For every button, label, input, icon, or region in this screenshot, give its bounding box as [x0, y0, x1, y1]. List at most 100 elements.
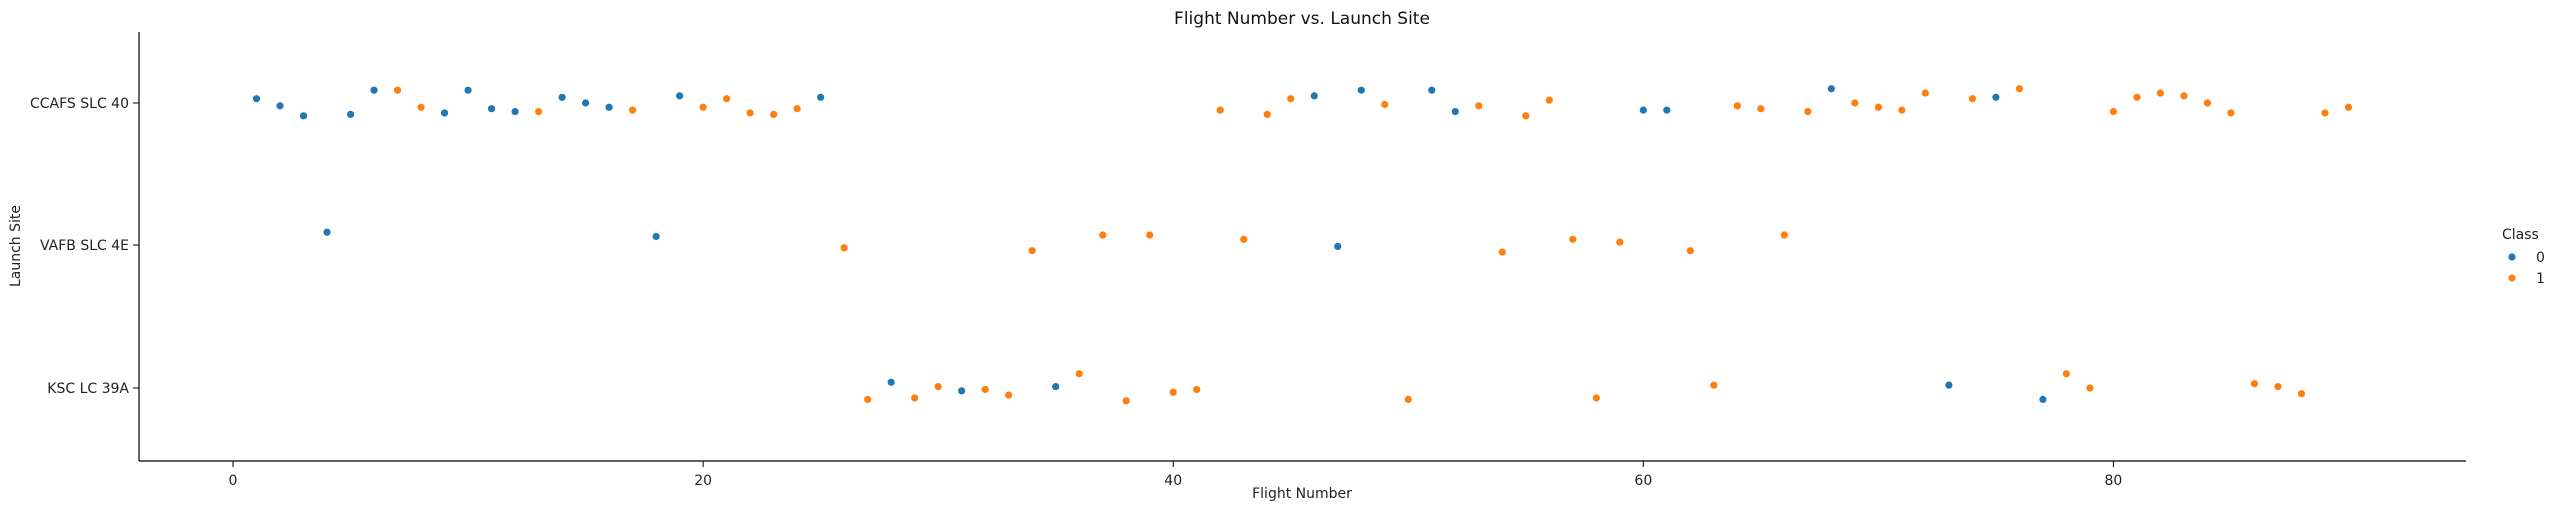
data-point [2133, 93, 2141, 101]
data-point [323, 228, 331, 236]
data-point [981, 385, 989, 394]
data-point [534, 107, 543, 116]
data-point [511, 107, 519, 116]
data-point [393, 86, 402, 94]
data-point [2250, 380, 2259, 388]
data-point [793, 105, 801, 113]
data-point [581, 99, 590, 107]
data-point [346, 110, 355, 118]
x-tick-label: 80 [2105, 473, 2123, 489]
data-point [1827, 85, 1835, 93]
legend-marker [2508, 253, 2516, 261]
data-point [2156, 89, 2165, 97]
data-point [1310, 92, 1318, 100]
data-point [440, 109, 449, 117]
data-point [1569, 235, 1577, 243]
data-point [817, 93, 825, 101]
y-axis-title: Launch Site [8, 205, 24, 287]
data-point [1287, 95, 1295, 103]
data-point [2039, 395, 2047, 403]
y-tick-label: CCAFS SLC 40 [30, 96, 129, 112]
data-point [1945, 381, 1953, 389]
data-point [1733, 102, 1741, 110]
data-point [1122, 397, 1130, 405]
data-point [1193, 385, 1201, 394]
data-point [1052, 382, 1060, 391]
data-point [699, 103, 707, 111]
y-tick-label: VAFB SLC 4E [40, 238, 129, 254]
data-point [1545, 96, 1553, 104]
data-point [1451, 107, 1459, 116]
data-point [558, 93, 566, 101]
data-point [1804, 107, 1812, 116]
data-point [2297, 390, 2306, 398]
data-point [1663, 106, 1671, 114]
data-point [1874, 103, 1882, 111]
chart-title: Flight Number vs. Launch Site [1174, 9, 1430, 29]
data-point [652, 232, 660, 241]
data-point [887, 378, 895, 386]
data-point [2203, 99, 2212, 107]
data-point [1005, 391, 1013, 399]
data-point [299, 112, 308, 120]
data-point [605, 103, 613, 111]
data-point [1099, 231, 1107, 239]
data-point [1146, 231, 1154, 239]
data-point [1780, 231, 1788, 239]
data-point [911, 394, 919, 402]
data-point [1710, 381, 1718, 389]
data-point [1921, 89, 1929, 97]
data-point [417, 103, 425, 111]
legend-label: 1 [2536, 271, 2545, 287]
data-point [1757, 105, 1765, 113]
data-point [1216, 106, 1224, 114]
data-point [1992, 93, 2000, 101]
data-point [2015, 85, 2024, 93]
data-point [2321, 109, 2329, 117]
data-point [1075, 370, 1083, 378]
data-point [1851, 99, 1859, 107]
data-points [252, 85, 2353, 405]
data-point [252, 95, 261, 103]
legend: Class 0 1 [2502, 227, 2545, 287]
data-point [464, 86, 472, 94]
x-tick-label: 20 [694, 473, 712, 489]
data-point [1240, 235, 1248, 243]
data-point [1592, 394, 1600, 402]
data-point [934, 382, 942, 391]
data-point [746, 109, 754, 117]
data-point [864, 395, 872, 403]
legend-label: 0 [2536, 250, 2545, 266]
data-point [723, 95, 731, 103]
data-point [2180, 92, 2188, 100]
plot-area: 0 20 40 60 80 CCAFS SLC 40 VAFB SLC 4E KSC LC … [30, 32, 2466, 489]
data-point [2062, 370, 2071, 378]
data-point [487, 105, 496, 113]
data-point [1263, 110, 1271, 118]
data-point [1404, 395, 1412, 403]
data-point [1028, 247, 1036, 255]
data-point [1898, 106, 1906, 114]
data-point [2086, 384, 2094, 392]
data-point [2227, 109, 2235, 117]
data-point [1357, 86, 1365, 94]
data-point [676, 92, 684, 100]
x-tick-label: 40 [1164, 473, 1182, 489]
data-point [1475, 102, 1483, 110]
y-ticks: CCAFS SLC 40 VAFB SLC 4E KSC LC 39A [30, 96, 139, 397]
data-point [770, 110, 778, 118]
data-point [629, 106, 637, 114]
data-point [1381, 100, 1389, 109]
data-point [370, 86, 378, 94]
y-tick-label: KSC LC 39A [47, 381, 129, 397]
data-point [1334, 242, 1342, 251]
data-point [1428, 86, 1436, 94]
data-point [2344, 103, 2353, 111]
data-point [276, 102, 284, 110]
data-point [1639, 106, 1647, 114]
data-point [1616, 238, 1624, 246]
data-point [1686, 247, 1694, 255]
x-ticks: 0 20 40 60 80 [229, 461, 2123, 489]
data-point [1498, 248, 1506, 256]
